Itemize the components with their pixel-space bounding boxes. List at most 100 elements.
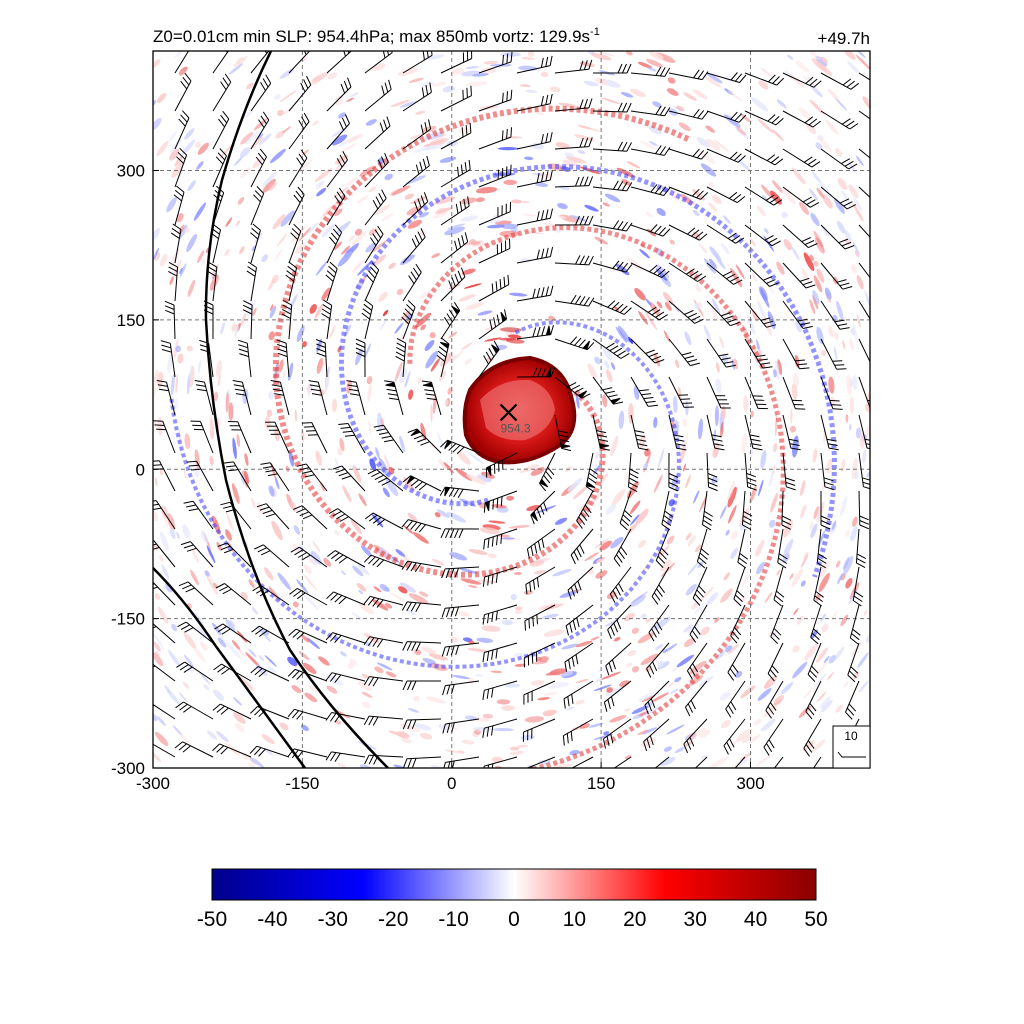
vorticity-speckle: [350, 519, 363, 535]
wind-barb: [364, 153, 389, 188]
wind-barb: [805, 680, 822, 720]
vorticity-speckle: [272, 214, 286, 230]
vorticity-speckle: [361, 691, 373, 698]
vorticity-speckle: [506, 495, 514, 501]
vorticity-speckle: [789, 425, 797, 433]
wind-barb: [441, 642, 480, 657]
wind-barb: [668, 186, 709, 200]
wind-barb: [744, 224, 781, 247]
vorticity-speckle: [800, 553, 809, 568]
vorticity-speckle: [693, 603, 706, 615]
vorticity-speckle: [418, 211, 430, 218]
wind-barb: [592, 220, 633, 232]
vorticity-speckle: [843, 681, 849, 688]
vorticity-speckle: [237, 197, 245, 205]
vorticity-speckle: [816, 268, 825, 283]
vorticity-speckle: [575, 640, 593, 648]
vorticity-speckle: [798, 705, 812, 718]
vorticity-speckle: [303, 573, 317, 591]
vorticity-speckle: [340, 651, 347, 657]
vorticity-speckle: [641, 727, 658, 735]
vorticity-speckle: [213, 391, 219, 402]
vorticity-speckle: [727, 505, 737, 524]
vorticity-speckle: [843, 556, 850, 570]
vorticity-speckle: [282, 107, 292, 115]
wind-barb: [858, 72, 870, 81]
vorticity-speckle: [348, 235, 355, 242]
vorticity-speckle: [710, 306, 719, 322]
wind-barb: [478, 52, 513, 74]
vorticity-speckle: [420, 422, 427, 441]
vorticity-speckle: [252, 157, 263, 168]
vorticity-speckle: [376, 662, 393, 671]
vorticity-speckle: [303, 594, 319, 610]
vorticity-speckle: [331, 398, 338, 413]
vorticity-speckle: [394, 361, 403, 382]
vorticity-speckle: [357, 681, 373, 691]
wind-barb: [782, 262, 816, 289]
vorticity-speckle: [834, 96, 848, 111]
wind-barb: [576, 490, 594, 529]
wind-barb: [655, 528, 670, 568]
vorticity-speckle: [645, 298, 652, 306]
vorticity-speckle: [837, 178, 848, 190]
vorticity-speckle: [429, 663, 448, 671]
vorticity-speckle: [335, 221, 351, 235]
wind-barb: [813, 566, 824, 607]
vorticity-speckle: [307, 684, 318, 693]
vorticity-speckle: [704, 258, 716, 274]
vorticity-speckle: [577, 150, 586, 155]
vorticity-speckle: [666, 88, 679, 96]
vorticity-speckle: [658, 545, 670, 558]
vorticity-speckle: [224, 248, 230, 257]
wind-barb: [482, 566, 518, 587]
vorticity-speckle: [421, 81, 435, 88]
vorticity-speckle: [262, 178, 276, 193]
vorticity-speckle: [855, 155, 864, 167]
vorticity-speckle: [216, 731, 229, 743]
vorticity-speckle: [153, 227, 161, 240]
vorticity-speckle: [169, 131, 177, 141]
vorticity-speckle: [339, 438, 345, 452]
wind-barb: [332, 465, 366, 492]
vorticity-speckle: [657, 660, 664, 667]
wind-barb: [213, 663, 252, 682]
vorticity-speckle: [373, 254, 386, 266]
wind-barb: [592, 260, 633, 273]
vorticity-speckle: [610, 362, 616, 370]
vorticity-speckle: [182, 681, 190, 689]
vorticity-speckle: [834, 332, 839, 341]
vorticity-speckle: [187, 279, 196, 298]
vorticity-speckle: [642, 706, 662, 716]
wind-barb: [478, 127, 512, 150]
wind-barb: [516, 93, 553, 112]
vorticity-speckle: [798, 107, 811, 120]
wind-barb: [402, 228, 426, 264]
vorticity-speckle: [357, 260, 373, 276]
wind-barb: [250, 111, 270, 150]
vorticity-speckle: [626, 51, 633, 56]
wind-barb: [440, 232, 469, 264]
colorbar-tick-label: -10: [438, 908, 468, 931]
wind-barb: [668, 414, 687, 451]
vorticity-speckle: [760, 67, 771, 76]
vorticity-speckle: [485, 326, 495, 331]
vorticity-speckle: [565, 706, 576, 711]
vorticity-speckle: [594, 356, 601, 365]
vorticity-speckle: [854, 470, 859, 480]
vorticity-speckle: [431, 253, 441, 258]
wind-barb: [630, 376, 658, 407]
vorticity-speckle: [599, 540, 612, 551]
vorticity-speckle: [687, 562, 699, 576]
vorticity-speckle: [486, 224, 505, 229]
vorticity-speckle: [653, 616, 671, 630]
wind-barb: [178, 581, 214, 606]
vorticity-speckle: [399, 101, 418, 108]
vorticity-speckle: [434, 512, 441, 518]
vorticity-speckle: [624, 708, 631, 712]
vorticity-speckle: [504, 683, 521, 688]
vorticity-speckle: [430, 357, 441, 372]
wind-barb: [820, 148, 858, 170]
wind-barb: [516, 132, 553, 150]
vorticity-speckle: [817, 135, 832, 153]
